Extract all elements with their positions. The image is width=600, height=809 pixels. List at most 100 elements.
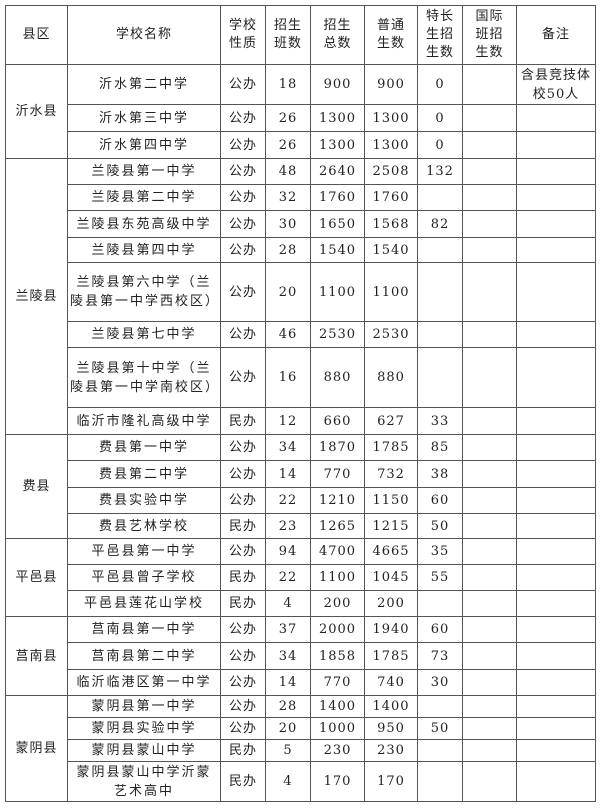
table-row: 沂水第三中学 公办 26 1300 1300 0	[6, 104, 596, 132]
cell-special-count: 82	[417, 210, 463, 238]
cell-special-count: 60	[417, 487, 463, 514]
cell-school-type: 公办	[220, 104, 266, 132]
cell-school-name: 兰陵县第六中学（兰陵县第一中学西校区）	[67, 262, 221, 322]
cell-regular-count: 230	[364, 739, 418, 762]
cell-intl-count	[462, 434, 517, 461]
header-total-enrollment: 招生 总数	[310, 5, 365, 65]
cell-class-count: 28	[265, 695, 311, 718]
cell-school-name: 沂水第四中学	[67, 131, 221, 159]
cell-total-enrollment: 1650	[310, 210, 365, 238]
cell-special-count: 60	[417, 616, 463, 643]
cell-special-count: 132	[417, 158, 463, 185]
cell-total-enrollment: 770	[310, 669, 365, 696]
cell-class-count: 26	[265, 104, 311, 132]
cell-school-name: 平邑县第一中学	[67, 538, 221, 565]
cell-note	[516, 210, 596, 238]
cell-school-type: 公办	[220, 64, 266, 105]
cell-intl-count	[462, 739, 517, 762]
cell-class-count: 16	[265, 347, 311, 408]
cell-school-type: 公办	[220, 210, 266, 238]
cell-intl-count	[462, 717, 517, 740]
header-intl-count: 国际 班招 生数	[462, 5, 517, 65]
cell-special-count: 50	[417, 717, 463, 740]
cell-note	[516, 616, 596, 643]
table-row: 蒙阴县蒙山中学沂蒙艺术高中 民办 4 170 170	[6, 761, 596, 802]
cell-regular-count: 1940	[364, 616, 418, 643]
cell-note	[516, 237, 596, 263]
cell-intl-count	[462, 104, 517, 132]
cell-intl-count	[462, 642, 517, 670]
cell-school-type: 民办	[220, 590, 266, 617]
cell-regular-count: 1760	[364, 184, 418, 211]
cell-total-enrollment: 1100	[310, 262, 365, 322]
cell-school-type: 公办	[220, 262, 266, 322]
cell-school-name: 蒙阴县实验中学	[67, 717, 221, 740]
cell-note	[516, 184, 596, 211]
cell-class-count: 20	[265, 717, 311, 740]
cell-total-enrollment: 770	[310, 460, 365, 488]
county-cell: 沂水县	[5, 64, 68, 159]
cell-school-name: 费县第一中学	[67, 434, 221, 461]
cell-note	[516, 590, 596, 617]
cell-class-count: 14	[265, 460, 311, 488]
cell-total-enrollment: 1540	[310, 237, 365, 263]
cell-regular-count: 1150	[364, 487, 418, 514]
cell-school-type: 公办	[220, 158, 266, 185]
cell-special-count: 35	[417, 538, 463, 565]
cell-regular-count: 1300	[364, 104, 418, 132]
cell-regular-count: 1100	[364, 262, 418, 322]
cell-special-count: 0	[417, 64, 463, 105]
cell-school-name: 蒙阴县蒙山中学沂蒙艺术高中	[67, 761, 221, 802]
cell-intl-count	[462, 538, 517, 565]
table-row: 蒙阴县 蒙阴县第一中学 公办 28 1400 1400	[5, 695, 596, 802]
county-cell: 蒙阴县	[5, 695, 68, 802]
cell-school-name: 费县第二中学	[67, 460, 221, 488]
table-row: 兰陵县第七中学 公办 46 2530 2530	[6, 321, 596, 348]
cell-class-count: 34	[265, 642, 311, 670]
county-cell: 莒南县	[5, 616, 68, 696]
cell-special-count	[417, 347, 463, 408]
table-row: 蒙阴县实验中学 公办 20 1000 950 50	[6, 717, 596, 740]
cell-special-count	[417, 184, 463, 211]
cell-special-count: 0	[417, 104, 463, 132]
table-row: 兰陵县第二中学 公办 32 1760 1760	[6, 184, 596, 211]
cell-school-type: 民办	[220, 761, 266, 802]
cell-class-count: 18	[265, 64, 311, 105]
cell-class-count: 37	[265, 616, 311, 643]
cell-class-count: 94	[265, 538, 311, 565]
cell-special-count	[417, 237, 463, 263]
cell-regular-count: 900	[364, 64, 418, 105]
cell-total-enrollment: 1300	[310, 104, 365, 132]
table-row: 兰陵县第四中学 公办 28 1540 1540	[6, 237, 596, 263]
cell-school-name: 蒙阴县蒙山中学	[67, 739, 221, 762]
cell-intl-count	[462, 237, 517, 263]
table-row: 临沂临港区第一中学 公办 14 770 740 30	[6, 669, 596, 696]
table-row: 沂水第四中学 公办 26 1300 1300 0	[6, 131, 596, 159]
cell-intl-count	[462, 487, 517, 514]
cell-note	[516, 564, 596, 591]
cell-total-enrollment: 1265	[310, 513, 365, 539]
cell-regular-count: 1785	[364, 434, 418, 461]
cell-school-type: 民办	[220, 739, 266, 762]
cell-school-type: 公办	[220, 487, 266, 514]
cell-intl-count	[462, 321, 517, 348]
cell-class-count: 12	[265, 407, 311, 435]
cell-class-count: 30	[265, 210, 311, 238]
cell-intl-count	[462, 669, 517, 696]
cell-total-enrollment: 2000	[310, 616, 365, 643]
cell-note: 含县竞技体校50人	[516, 64, 596, 105]
cell-note	[516, 642, 596, 670]
cell-special-count: 38	[417, 460, 463, 488]
cell-total-enrollment: 230	[310, 739, 365, 762]
cell-note	[516, 407, 596, 435]
cell-school-type: 公办	[220, 237, 266, 263]
cell-regular-count: 1045	[364, 564, 418, 591]
cell-class-count: 46	[265, 321, 311, 348]
cell-intl-count	[462, 158, 517, 185]
county-cell: 费县	[5, 434, 68, 539]
cell-class-count: 22	[265, 564, 311, 591]
cell-special-count	[417, 761, 463, 802]
cell-special-count	[417, 262, 463, 322]
header-regular-count: 普通 生数	[364, 5, 418, 65]
county-cell: 平邑县	[5, 538, 68, 617]
